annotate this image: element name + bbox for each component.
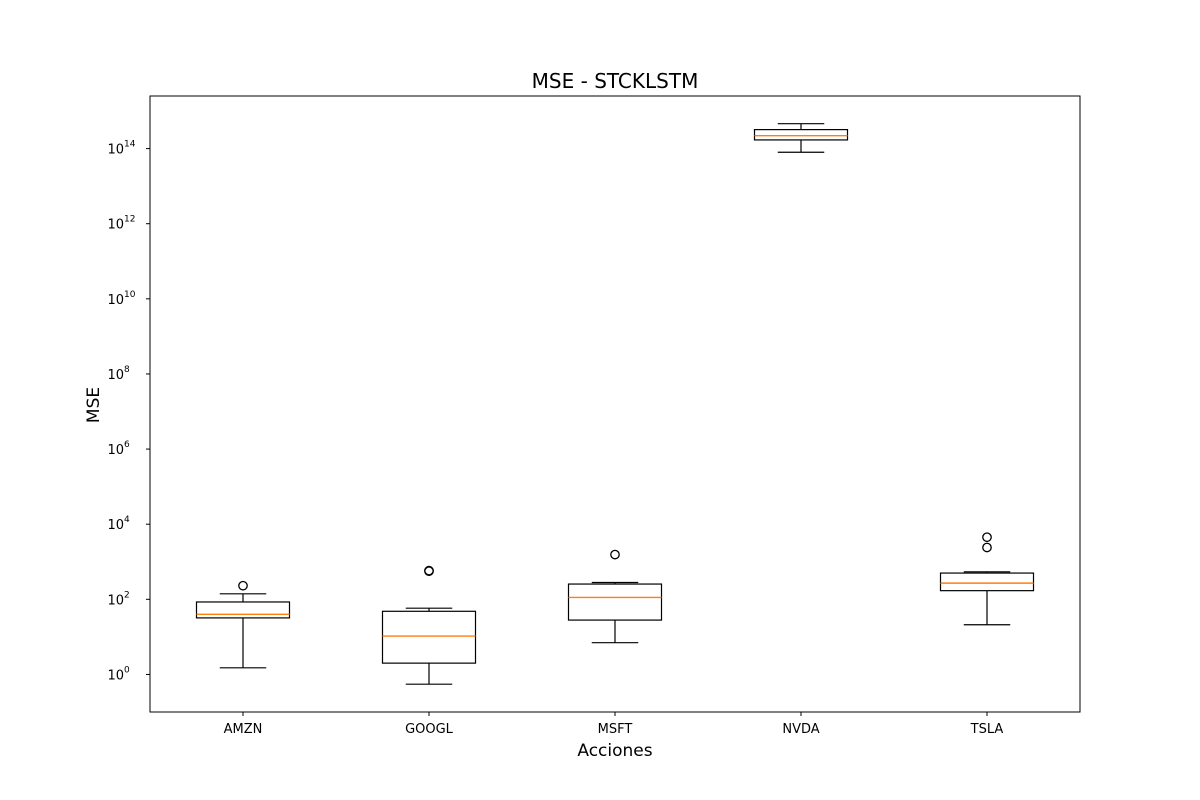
y-tick-label: 10 xyxy=(107,518,124,533)
x-tick-label: MSFT xyxy=(598,722,633,737)
box-group-nvda xyxy=(753,123,849,153)
y-tick-exponent: 0 xyxy=(124,665,130,675)
outlier-point xyxy=(238,580,248,591)
iqr-box xyxy=(195,601,291,619)
y-tick-exponent: 10 xyxy=(124,290,136,300)
iqr-box xyxy=(567,583,663,621)
y-tick-label: 10 xyxy=(107,218,124,233)
outlier-point xyxy=(610,549,620,560)
y-tick-label: 10 xyxy=(107,293,124,308)
y-tick-exponent: 14 xyxy=(124,140,136,150)
outlier-point xyxy=(982,532,992,543)
y-tick-label: 10 xyxy=(107,443,124,458)
y-tick-exponent: 4 xyxy=(124,515,130,525)
y-axis-label: MSE xyxy=(84,387,104,423)
iqr-box xyxy=(753,129,849,141)
y-tick-label: 10 xyxy=(107,668,124,683)
x-axis-label: Acciones xyxy=(577,741,652,761)
y-tick-label: 10 xyxy=(107,593,124,608)
y-tick-label: 10 xyxy=(107,368,124,383)
iqr-box xyxy=(381,610,477,664)
x-tick-label: TSLA xyxy=(970,722,1004,737)
x-tick-label: NVDA xyxy=(782,722,819,737)
x-tick-label: GOOGL xyxy=(405,722,454,737)
y-tick-exponent: 2 xyxy=(124,590,130,600)
plot-area xyxy=(195,123,1035,685)
box-group-amzn xyxy=(195,580,291,669)
y-tick-exponent: 6 xyxy=(124,440,130,450)
outlier-point xyxy=(982,542,992,553)
y-tick-exponent: 8 xyxy=(124,365,130,375)
chart-title: MSE - STCKLSTM xyxy=(532,69,699,93)
box-group-tsla xyxy=(939,532,1035,626)
box-group-msft xyxy=(567,549,663,644)
y-tick-label: 10 xyxy=(107,143,124,158)
x-tick-label: AMZN xyxy=(224,722,263,737)
outlier-point xyxy=(424,565,434,576)
box-group-googl xyxy=(381,565,477,685)
y-tick-exponent: 12 xyxy=(124,215,135,225)
iqr-box xyxy=(939,572,1035,592)
